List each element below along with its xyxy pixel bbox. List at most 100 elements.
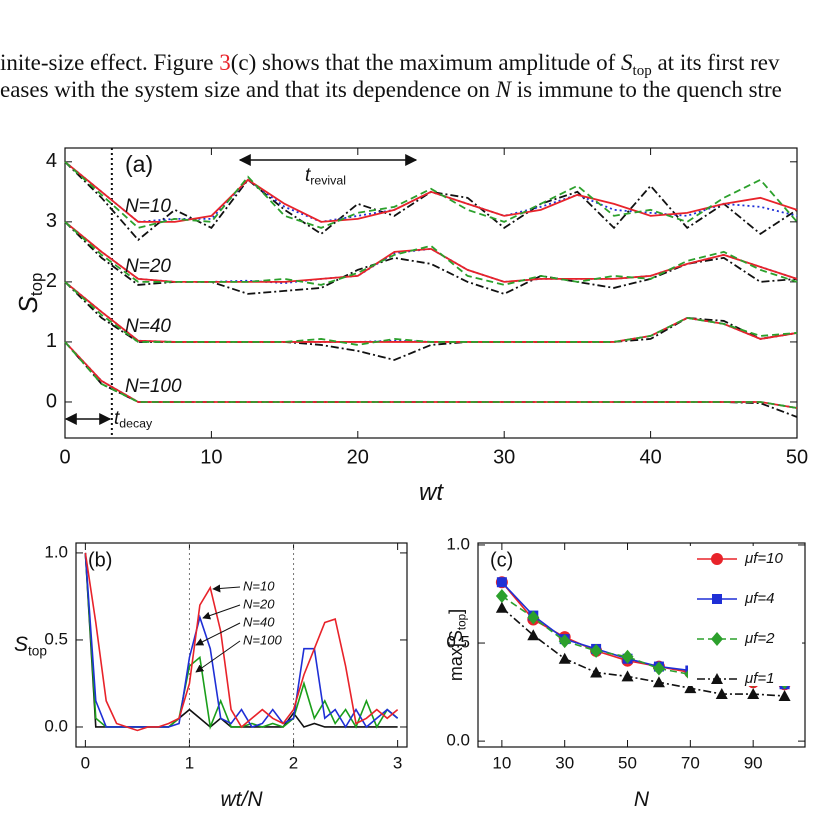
label-sub: revival [310,174,346,188]
text: is immune to the quench stre [510,77,782,102]
marker [558,652,571,664]
marker [558,634,571,649]
marker [527,610,540,625]
marker [711,632,723,646]
marker [712,594,722,604]
marker [495,588,508,603]
x-tick-label: 3 [393,753,402,772]
marker [747,688,760,700]
series-line [84,552,399,732]
label-part: S [14,633,28,656]
y-tick-label: 0.0 [44,716,68,735]
marker [711,553,723,565]
y-tick-label: 0.5 [446,633,470,652]
y-axis-label: Stop [14,633,47,658]
y-tick-label: 1 [46,330,57,352]
label-part: t [305,165,311,186]
y-tick-label: 1.0 [446,534,470,553]
label-part: wt/N [221,788,264,811]
y-tick-label: 1.0 [44,542,68,561]
annotation: tdecay [114,408,153,431]
y-tick-label: 0.0 [446,731,470,750]
x-tick-label: 1 [185,753,194,772]
x-axis-label: N [634,788,650,811]
annotation: N=20 [125,256,171,277]
marker [621,670,634,682]
y-tick-label: 2 [46,270,57,292]
marker [652,676,665,688]
marker [715,688,728,700]
y-tick-label: 0.5 [44,629,68,648]
annotation-arrow [212,584,241,593]
annotation-arrow [195,640,241,673]
x-tick-label: 30 [555,753,574,772]
x-tick-label: 40 [639,446,661,468]
annotation: N=40 [125,316,171,337]
x-tick-label: 0 [59,446,70,468]
marker [496,577,507,588]
series-line [64,281,798,346]
x-axis-label: wt [419,479,444,506]
legend-box [688,546,802,686]
x-tick-label: 0 [81,753,90,772]
legend-label: μf=10 [744,550,783,567]
y-tick-label: 3 [46,210,57,232]
y-tick-label: 4 [46,150,57,172]
x-tick-label: 2 [289,753,298,772]
y-axis-label: max[Stop] [446,609,469,681]
annotation: trevival [305,165,346,188]
series-line [501,607,785,697]
series-line [64,221,798,286]
panel-label: (b) [88,549,112,571]
math: S [621,50,633,75]
marker [495,601,508,613]
legend-label: μf=2 [744,630,775,647]
paragraph-line: inite-size effect. Figure 3(c) shows tha… [0,50,820,80]
label-sub: top [455,613,468,630]
x-tick-label: 90 [744,753,763,772]
link[interactable]: 3 [219,50,231,75]
label-sub: top [28,643,47,658]
x-tick-label: 50 [786,446,808,468]
marker [652,661,665,676]
marker [684,682,697,694]
series-label: N=20 [243,596,275,611]
label-part: ] [446,609,466,614]
marker [621,649,634,664]
marker [778,690,791,701]
label-part: N [634,788,650,811]
series-label: N=40 [243,614,275,629]
x-axis-label: wt/N [221,788,264,811]
series-label: N=10 [243,578,275,593]
x-tick-label: 10 [492,753,511,772]
annotation-arrow [195,622,241,646]
marker [590,643,603,658]
legend-label: μf=4 [744,590,775,607]
text: at its first rev [651,50,780,75]
text: inite-size effect. Figure [0,50,220,75]
annotation: N=100 [125,376,182,397]
text: (c) shows that the maximum amplitude of [230,50,622,75]
paragraph-line: eases with the system size and that its … [0,77,820,103]
series-label: N=100 [243,632,282,647]
label-part: max[S [446,630,466,681]
marker [711,673,723,684]
label-sub: top [27,273,46,296]
marker [590,666,603,678]
label-sub: decay [119,417,153,431]
x-tick-label: 50 [618,753,637,772]
y-tick-label: 0 [46,390,57,412]
label-part: wt [419,479,444,506]
series-line [64,161,798,229]
x-tick-label: 20 [347,446,369,468]
label-part: t [114,408,120,429]
label-part: S [13,295,43,313]
plot-frame [64,147,798,439]
plot-frame [75,542,408,748]
marker [527,629,540,641]
math: N [495,77,511,102]
panel-label: (c) [490,549,513,571]
text: eases with the system size and that its … [0,77,496,102]
